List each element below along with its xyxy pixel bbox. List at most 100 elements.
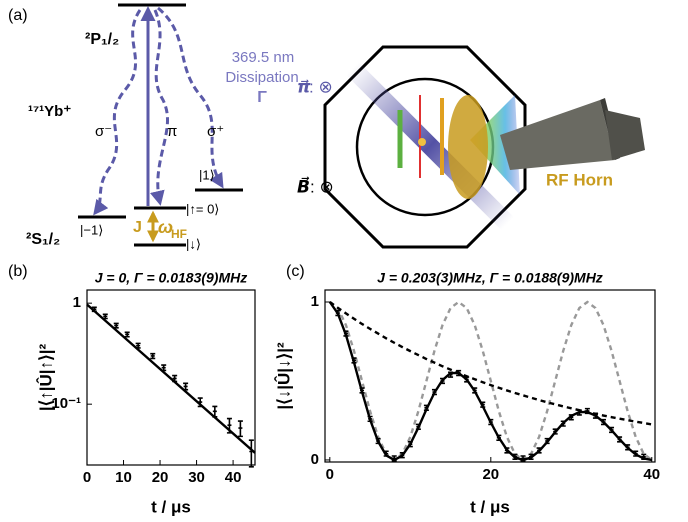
data-point xyxy=(448,371,454,378)
transition-label: σ⁺ xyxy=(207,123,224,140)
data-point xyxy=(150,352,156,360)
data-point xyxy=(625,444,631,451)
rf-horn xyxy=(605,110,645,160)
polarization: π⃗ xyxy=(297,77,311,96)
state-label: |↓⟩ xyxy=(186,236,201,251)
data-point xyxy=(399,452,405,459)
data-point xyxy=(226,417,232,434)
x-tick-label: 20 xyxy=(152,469,169,486)
curve xyxy=(86,303,256,454)
level-label: ²P₁/₂ xyxy=(85,31,119,48)
x-axis-label: t / μs xyxy=(470,497,510,516)
data-point xyxy=(248,439,254,468)
data-point xyxy=(568,414,574,421)
data-point xyxy=(600,418,606,426)
data-point xyxy=(391,455,397,462)
data-point xyxy=(359,387,365,394)
decay-arrow xyxy=(93,9,142,216)
transition-label: σ⁻ xyxy=(95,123,112,140)
field: B⃗ xyxy=(297,175,310,196)
data-point xyxy=(520,455,526,462)
y-axis-label: |⟨↑|Û|↑⟩|² xyxy=(36,344,55,412)
data-point xyxy=(183,382,189,391)
data-point xyxy=(480,401,486,408)
y-axis-label: |⟨↓|Û|↓⟩|² xyxy=(274,342,293,410)
data-point xyxy=(496,434,502,442)
data-point xyxy=(617,436,623,443)
data-point xyxy=(113,322,119,329)
data-point xyxy=(383,450,389,457)
data-point xyxy=(592,412,598,419)
data-point xyxy=(343,330,349,337)
data-point xyxy=(161,364,167,372)
omega: ω xyxy=(158,217,173,237)
data-point xyxy=(504,447,510,454)
x-tick-label: 0 xyxy=(326,466,334,483)
plot-frame xyxy=(86,289,256,466)
x-tick-label: 0 xyxy=(83,469,91,486)
data-point xyxy=(528,453,534,460)
chart-title: J = 0, Γ = 0.0183(9)MHz xyxy=(95,270,248,286)
ion xyxy=(418,138,426,146)
data-point xyxy=(367,415,373,423)
x-tick-label: 30 xyxy=(188,469,205,486)
gamma: Γ xyxy=(257,89,267,106)
level-label: ²S₁/₂ xyxy=(26,231,60,248)
rf-wave xyxy=(470,95,520,195)
data-point xyxy=(415,423,421,430)
data-point xyxy=(375,437,381,445)
data-point xyxy=(552,428,558,435)
y-tick-label: 0 xyxy=(311,451,319,468)
data-point xyxy=(560,420,566,427)
data-point xyxy=(135,342,141,349)
wavelength: 369.5 nm xyxy=(232,49,295,66)
x-tick-label: 10 xyxy=(115,469,132,486)
y-tick-label: 10⁻¹ xyxy=(51,395,81,412)
chamber xyxy=(323,45,527,249)
curve xyxy=(329,300,653,462)
data-point xyxy=(472,387,478,394)
panel-label: (b) xyxy=(8,263,28,280)
data-point xyxy=(488,418,494,426)
data-point xyxy=(609,426,615,434)
plot-frame xyxy=(324,289,656,463)
data-point xyxy=(633,450,639,457)
data-point xyxy=(536,447,542,454)
polarization-dir: : ⊗ xyxy=(309,77,333,96)
data-point xyxy=(641,453,647,460)
decay-arrow xyxy=(149,9,169,206)
data-point xyxy=(335,309,341,317)
y-tick-label: 1 xyxy=(73,294,81,311)
data-point xyxy=(440,377,446,385)
ion-label: ¹⁷¹Yb⁺ xyxy=(28,103,71,120)
chart-title: J = 0.203(3)MHz, Γ = 0.0188(9)MHz xyxy=(377,270,603,286)
state-label: |−1⟩ xyxy=(80,222,103,237)
data-point xyxy=(237,420,243,438)
data-point xyxy=(407,440,413,448)
panel-a: (a) ²P₁/₂ ¹⁷¹Yb⁺ ²S₁/₂ σ⁻ π σ⁺ 369.5 nm … xyxy=(8,3,645,251)
x-tick-label: 20 xyxy=(482,466,499,483)
coupling: J xyxy=(133,219,142,236)
data-point xyxy=(102,313,108,320)
omega-sub: HF xyxy=(171,227,187,241)
dissipation: Dissipation xyxy=(225,69,298,86)
data-point xyxy=(423,404,429,411)
lens xyxy=(448,95,488,199)
y-tick-label: 1 xyxy=(311,293,319,310)
horn-label: RF Horn xyxy=(546,170,613,189)
rf-horn xyxy=(500,100,615,170)
transition-label: π xyxy=(167,123,177,140)
x-tick-label: 40 xyxy=(643,466,660,483)
field-dir: : ⊗ xyxy=(310,177,334,196)
data-point xyxy=(351,357,357,364)
data-point xyxy=(544,437,550,445)
data-point xyxy=(124,331,130,338)
x-tick-label: 40 xyxy=(225,469,242,486)
data-point xyxy=(197,397,203,408)
panel-label: (a) xyxy=(8,7,28,24)
data-point xyxy=(576,409,582,416)
panel-label: (c) xyxy=(286,263,305,280)
charts: (b) J = 0, Γ = 0.0183(9)MHz t / μs |⟨↑|Û|↑⟩… xyxy=(8,263,660,516)
state-label: |1⟩ xyxy=(199,167,215,182)
